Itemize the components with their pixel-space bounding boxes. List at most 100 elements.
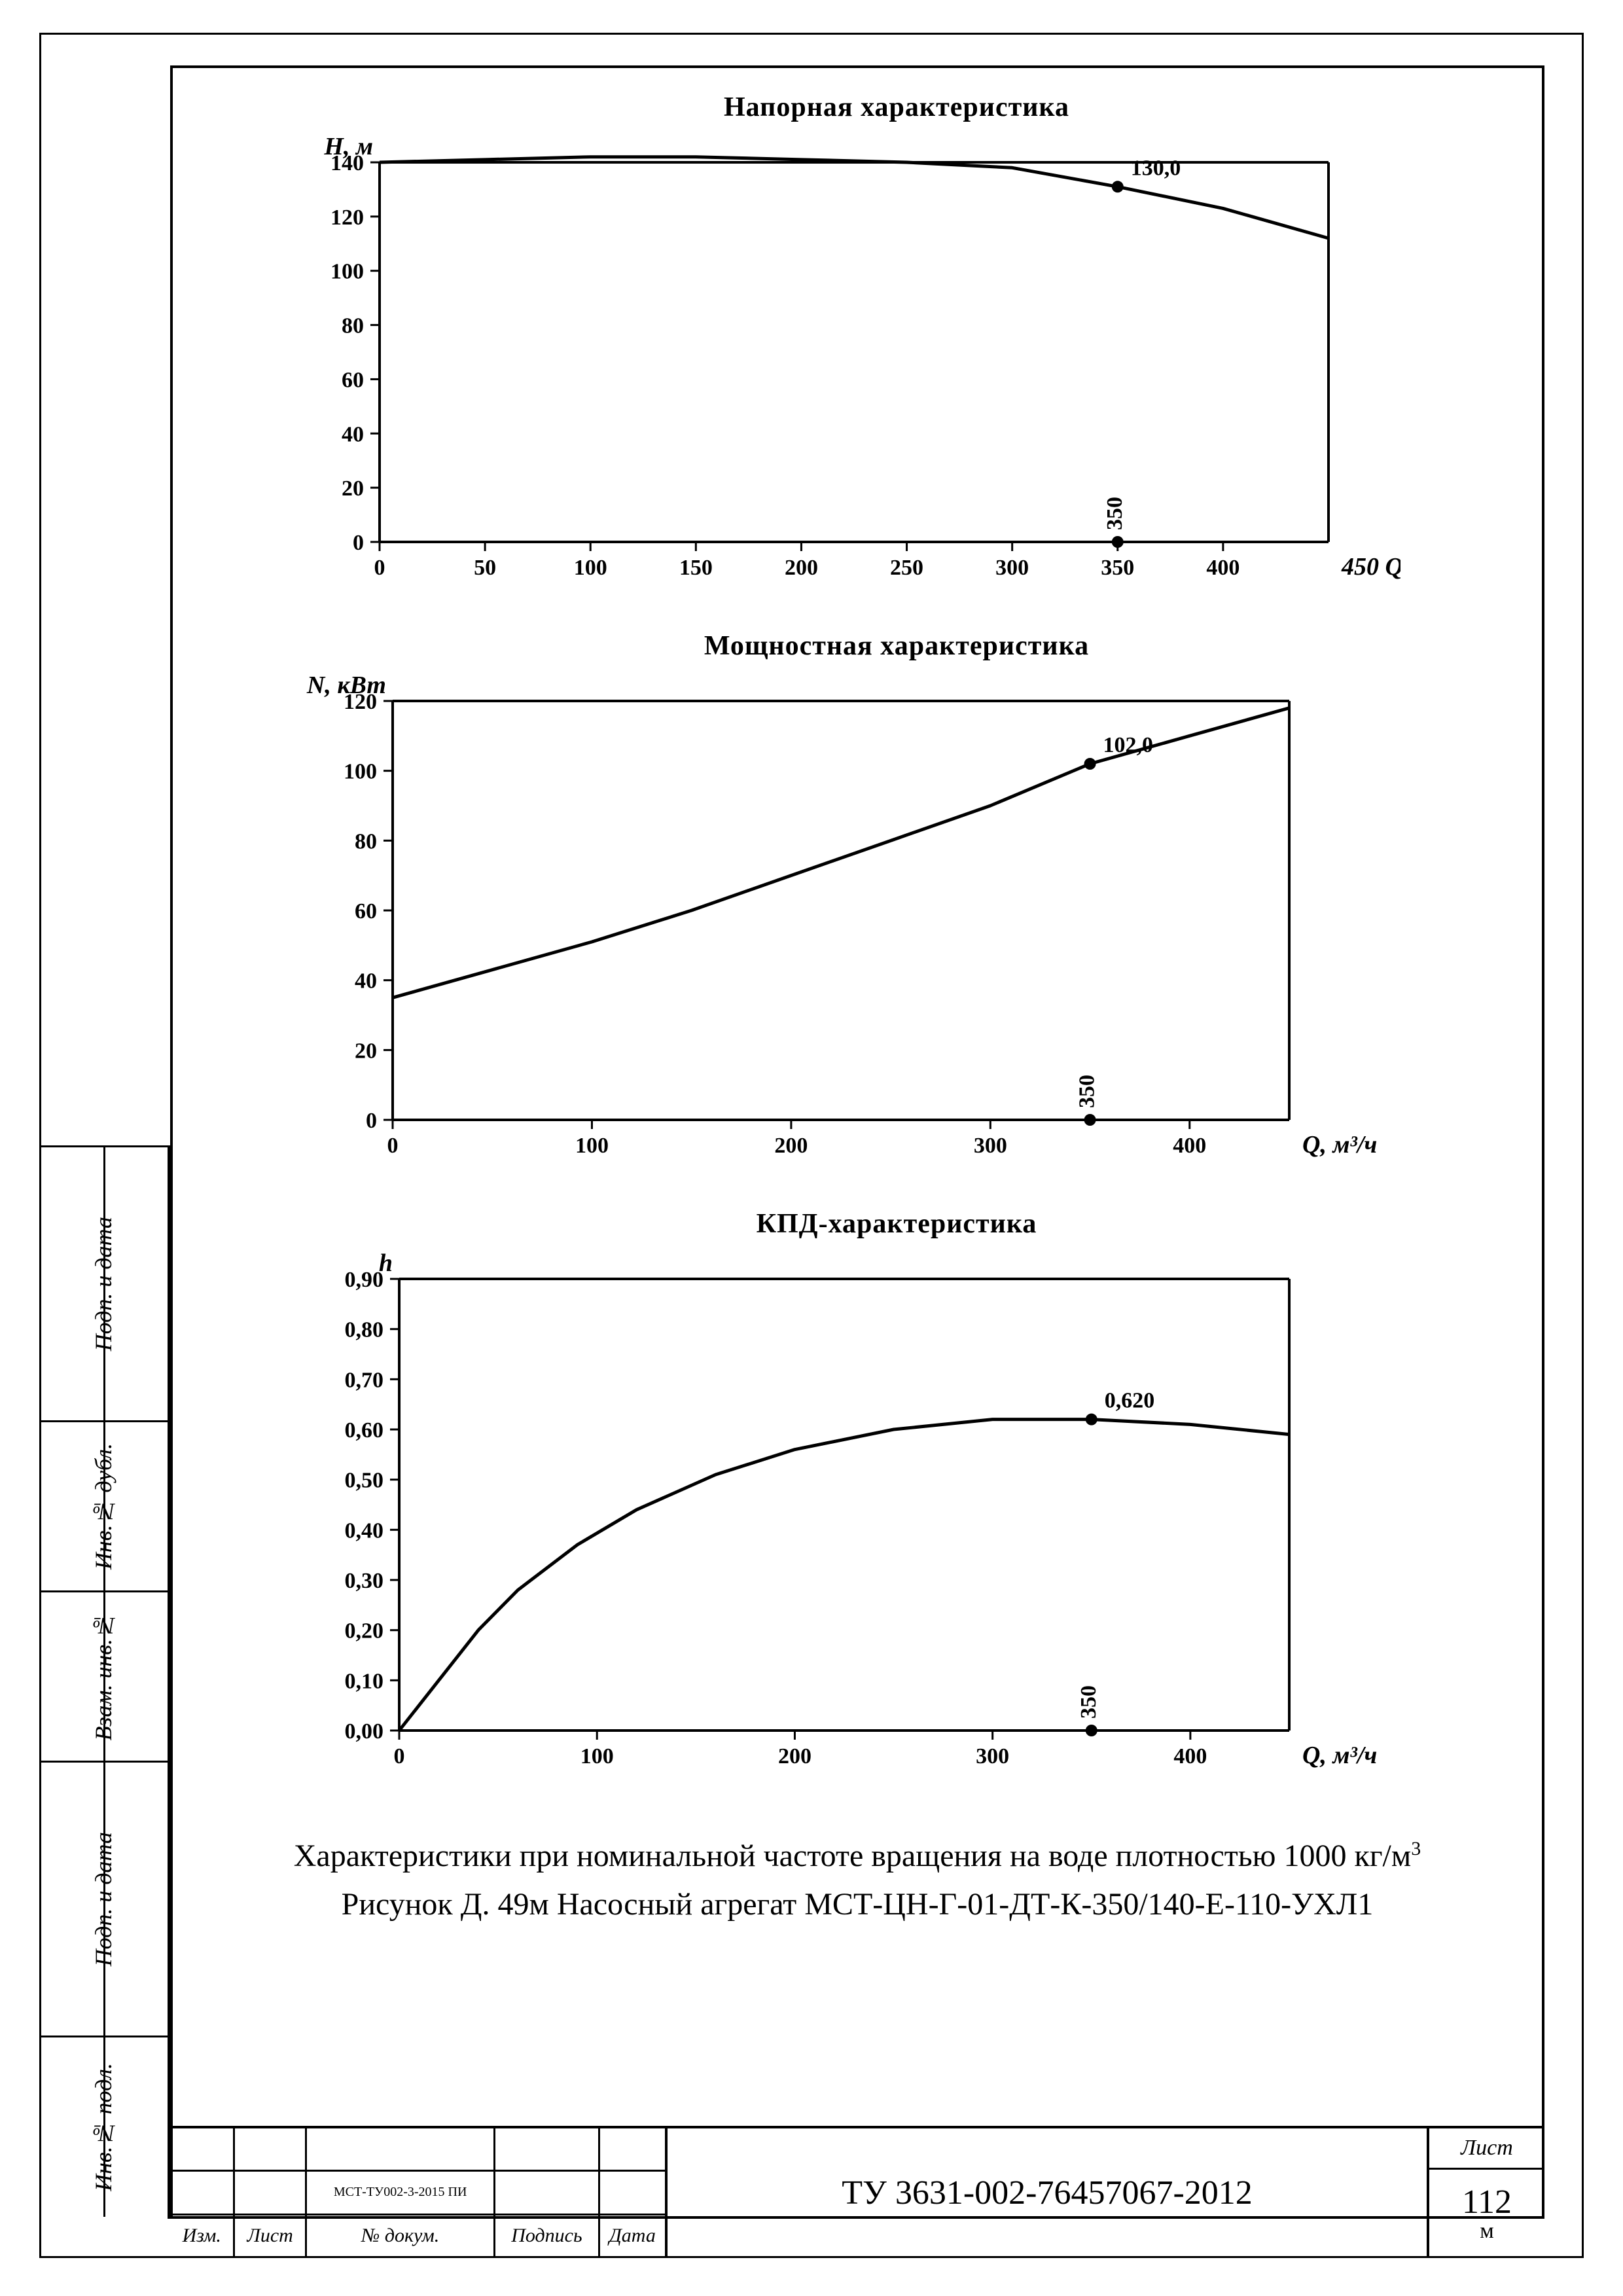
svg-text:0,80: 0,80: [345, 1318, 384, 1342]
stamp-cell: [170, 2128, 235, 2170]
caption-sup: 3: [1411, 1838, 1421, 1859]
chart-title: Напорная характеристика: [288, 92, 1505, 123]
svg-text:0,00: 0,00: [345, 1719, 384, 1744]
left-strip-cell: Взам. инв.№: [39, 1590, 168, 1761]
svg-text:0,20: 0,20: [345, 1619, 384, 1643]
stamp-cell: № докум.: [307, 2215, 495, 2257]
svg-text:400: 400: [1173, 1744, 1207, 1768]
sheet-sub: м: [1480, 2219, 1494, 2244]
stamp-cell: МСТ-ТУ002-3-2015 ПИ: [307, 2172, 495, 2213]
chart-block: Мощностная характеристикаN, кВтQ, м³/ч02…: [288, 630, 1505, 1182]
svg-text:100: 100: [344, 760, 377, 784]
caption-line2: Рисунок Д. 49м Насосный агрегат МСТ-ЦН-Г…: [342, 1887, 1374, 1922]
svg-text:350: 350: [1075, 1075, 1099, 1108]
svg-text:20: 20: [355, 1039, 377, 1063]
document-code: ТУ 3631-002-76457067-2012: [668, 2128, 1427, 2257]
svg-text:0,90: 0,90: [345, 1268, 384, 1292]
stamp-cell: Подпись: [495, 2215, 599, 2257]
svg-text:400: 400: [1173, 1134, 1206, 1158]
svg-text:50: 50: [474, 556, 496, 580]
svg-text:450 Q, м³/ч: 450 Q, м³/ч: [1341, 553, 1400, 581]
svg-text:200: 200: [778, 1744, 812, 1768]
svg-text:0: 0: [353, 531, 364, 555]
svg-text:250: 250: [890, 556, 923, 580]
svg-text:20: 20: [342, 476, 364, 501]
svg-text:Q, м³/ч: Q, м³/ч: [1302, 1742, 1377, 1769]
stamp-cell: [600, 2172, 665, 2213]
left-strip-label: Инв.№ подл.: [90, 2063, 117, 2191]
left-strip-label: Инв.№ дубл.: [90, 1443, 117, 1570]
svg-text:0,40: 0,40: [345, 1518, 384, 1543]
stamp-cell: Лист: [235, 2215, 306, 2257]
svg-text:350: 350: [1101, 556, 1134, 580]
left-strip-cell: Инв.№ подл.: [39, 2036, 168, 2217]
svg-text:400: 400: [1206, 556, 1240, 580]
svg-text:0: 0: [366, 1109, 377, 1133]
svg-text:Q, м³/ч: Q, м³/ч: [1302, 1131, 1377, 1158]
stamp-cell: Изм.: [170, 2215, 235, 2257]
chart-title: Мощностная характеристика: [288, 630, 1505, 662]
stamp-row: Изм.Лист№ докум.ПодписьДата: [170, 2214, 665, 2257]
svg-text:100: 100: [330, 260, 364, 284]
stamp-cell: [235, 2172, 306, 2213]
svg-text:130,0: 130,0: [1131, 156, 1181, 180]
left-signature-strip: Подп. и дата Инв.№ дубл. Взам. инв.№ Подп. …: [39, 1145, 170, 2219]
svg-text:100: 100: [575, 1134, 609, 1158]
svg-text:0,10: 0,10: [345, 1669, 384, 1693]
chart-svg: N, кВтQ, м³/ч020406080100120010020030040…: [288, 668, 1400, 1179]
svg-text:0,70: 0,70: [345, 1368, 384, 1392]
left-strip-cell: Подп. и дата: [39, 1761, 168, 2036]
left-strip-label: Подп. и дата: [90, 1832, 117, 1966]
stamp-cell: Дата: [600, 2215, 665, 2257]
title-block: МСТ-ТУ002-3-2015 ПИИзм.Лист№ докум.Подпи…: [170, 2126, 1544, 2257]
left-strip-cell: Подп. и дата: [39, 1145, 168, 1420]
chart-svg: hQ, м³/ч0,000,100,200,300,400,500,600,70…: [288, 1246, 1400, 1789]
chart-block: КПД-характеристикаhQ, м³/ч0,000,100,200,…: [288, 1208, 1505, 1793]
svg-text:200: 200: [785, 556, 818, 580]
svg-text:40: 40: [355, 969, 377, 994]
svg-text:140: 140: [330, 151, 364, 175]
stamp-row: [170, 2128, 665, 2170]
svg-text:120: 120: [330, 206, 364, 230]
stamp-cell: [495, 2128, 599, 2170]
left-strip-cell: Инв.№ дубл.: [39, 1420, 168, 1590]
svg-text:150: 150: [679, 556, 713, 580]
svg-text:100: 100: [574, 556, 607, 580]
svg-text:80: 80: [355, 829, 377, 853]
svg-text:0,30: 0,30: [345, 1569, 384, 1593]
caption-line1: Характеристики при номинальной частоте в…: [294, 1839, 1411, 1873]
content-area: Напорная характеристикаН, м450 Q, м³/ч02…: [209, 92, 1505, 2055]
title-block-revisions: МСТ-ТУ002-3-2015 ПИИзм.Лист№ докум.Подпи…: [170, 2128, 668, 2257]
svg-text:60: 60: [342, 368, 364, 392]
chart-title: КПД-характеристика: [288, 1208, 1505, 1240]
svg-text:102,0: 102,0: [1103, 733, 1154, 757]
svg-text:350: 350: [1103, 497, 1127, 530]
svg-text:0,60: 0,60: [345, 1418, 384, 1443]
svg-text:0,620: 0,620: [1105, 1389, 1155, 1413]
stamp-row: МСТ-ТУ002-3-2015 ПИ: [170, 2170, 665, 2213]
svg-text:300: 300: [995, 556, 1029, 580]
left-strip-label: Подп. и дата: [90, 1217, 117, 1351]
sheet-number-block: Лист 112 м: [1427, 2128, 1544, 2257]
svg-text:100: 100: [580, 1744, 614, 1768]
svg-text:120: 120: [344, 690, 377, 714]
svg-text:0: 0: [374, 556, 385, 580]
chart-block: Напорная характеристикаН, м450 Q, м³/ч02…: [288, 92, 1505, 604]
stamp-cell: [600, 2128, 665, 2170]
stamp-cell: [307, 2128, 495, 2170]
left-strip-label: Взам. инв.№: [90, 1613, 117, 1741]
stamp-cell: [495, 2172, 599, 2213]
sheet-number: 112: [1462, 2183, 1512, 2221]
stamp-cell: [235, 2128, 306, 2170]
svg-text:0,50: 0,50: [345, 1469, 384, 1493]
svg-text:300: 300: [974, 1134, 1007, 1158]
svg-text:200: 200: [774, 1134, 808, 1158]
figure-caption: Характеристики при номинальной частоте в…: [209, 1832, 1505, 1929]
svg-text:80: 80: [342, 314, 364, 338]
chart-svg: Н, м450 Q, м³/ч0204060801001201400501001…: [288, 130, 1400, 601]
svg-text:300: 300: [976, 1744, 1009, 1768]
stamp-cell: [170, 2172, 235, 2213]
svg-text:60: 60: [355, 899, 377, 924]
svg-text:0: 0: [394, 1744, 405, 1768]
svg-text:350: 350: [1077, 1685, 1101, 1719]
